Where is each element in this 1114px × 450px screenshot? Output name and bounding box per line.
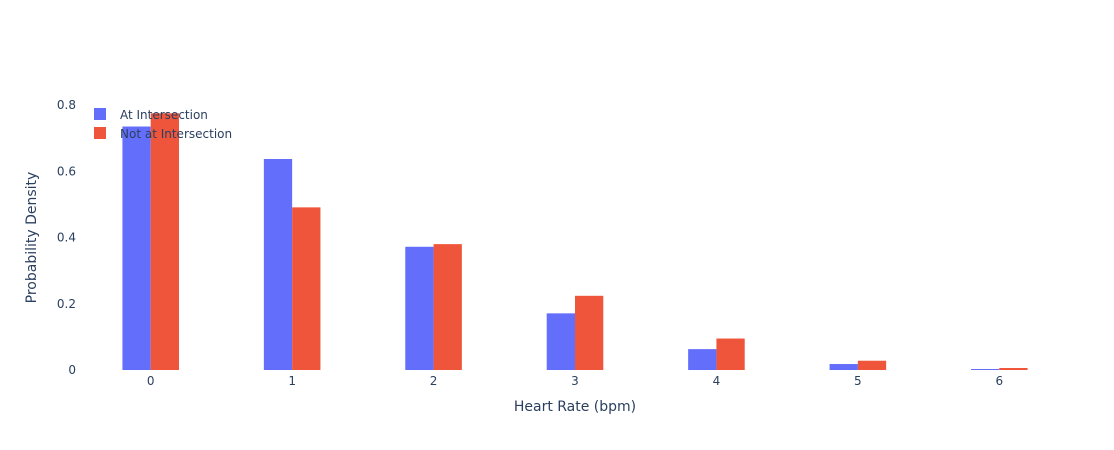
x-tick-label: 0 (147, 374, 155, 388)
y-tick-label: 0.4 (57, 231, 76, 245)
y-axis-title: Probability Density (24, 172, 40, 304)
legend-label: At Intersection (120, 108, 208, 122)
y-tick-label: 0.2 (57, 297, 76, 311)
legend-item-at-intersection[interactable]: At Intersection (94, 108, 208, 122)
legend-swatch (94, 127, 106, 139)
bar-not-at-intersection-5[interactable] (857, 360, 887, 370)
bar-at-intersection-4[interactable] (688, 349, 717, 370)
legend[interactable]: At Intersection Not at Intersection (94, 108, 232, 141)
series-1 (150, 113, 1028, 370)
bar-not-at-intersection-6[interactable] (999, 368, 1028, 370)
x-tick-label: 1 (288, 374, 296, 388)
bar-at-intersection-1[interactable] (263, 158, 293, 370)
bar-not-at-intersection-3[interactable] (575, 295, 604, 370)
x-tick-label: 5 (854, 374, 862, 388)
bar-not-at-intersection-1[interactable] (292, 207, 321, 370)
bar-at-intersection-6[interactable] (971, 369, 1000, 370)
legend-item-not-at-intersection[interactable]: Not at Intersection (94, 127, 232, 141)
bar-at-intersection-3[interactable] (546, 313, 575, 370)
bar-not-at-intersection-4[interactable] (716, 338, 745, 370)
x-tick-label: 4 (713, 374, 721, 388)
legend-label: Not at Intersection (120, 127, 232, 141)
plot-area (122, 113, 1028, 370)
x-axis-title: Heart Rate (bpm) (514, 399, 636, 415)
bar-at-intersection-5[interactable] (829, 364, 858, 370)
x-tick-label: 2 (430, 374, 438, 388)
bar-not-at-intersection-0[interactable] (150, 113, 179, 370)
y-tick-label: 0 (68, 363, 76, 377)
x-axis-ticks: 0 1 2 3 4 5 6 (147, 374, 1003, 388)
x-tick-label: 3 (571, 374, 579, 388)
y-tick-label: 0.8 (57, 98, 76, 112)
y-tick-label: 0.6 (57, 164, 76, 178)
bar-at-intersection-0[interactable] (122, 126, 151, 370)
legend-swatch (94, 108, 106, 120)
bar-at-intersection-2[interactable] (405, 246, 434, 370)
x-tick-label: 6 (995, 374, 1003, 388)
y-axis-ticks: 0 0.2 0.4 0.6 0.8 (57, 98, 76, 377)
bar-not-at-intersection-2[interactable] (433, 244, 462, 370)
series-0 (122, 126, 1000, 370)
